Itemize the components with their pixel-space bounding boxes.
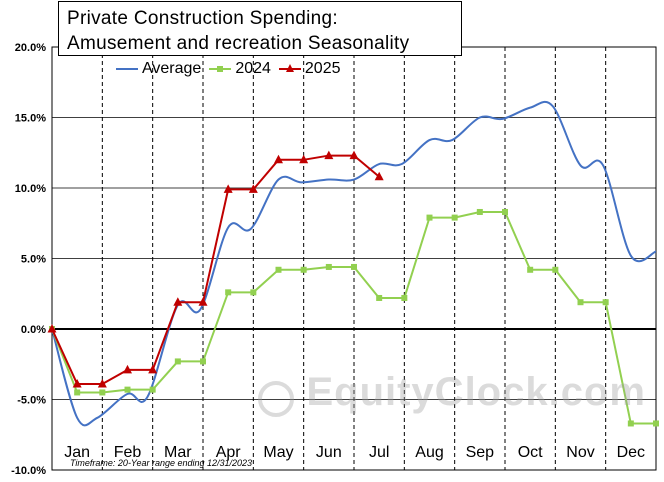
point-2024: [174, 358, 181, 365]
point-2025: [274, 154, 283, 164]
point-2024: [149, 386, 156, 393]
y-tick-label: -10.0%: [11, 465, 46, 477]
point-2024: [552, 266, 559, 273]
x-tick-label: Aug: [415, 444, 443, 461]
y-tick-label: 20.0%: [15, 42, 46, 54]
point-2025: [173, 297, 183, 306]
legend-label-average: Average: [142, 60, 202, 77]
y-axis-ticks: 20.0% 15.0% 10.0% 5.0% 0.0% -5.0% -10.0%: [11, 42, 46, 477]
x-tick-label: Feb: [114, 444, 142, 461]
point-2025: [198, 297, 208, 306]
point-2024: [602, 299, 609, 306]
point-2025: [374, 171, 384, 181]
chart-title-line-2: Amusement and recreation Seasonality: [67, 33, 410, 54]
point-2024: [225, 289, 232, 296]
watermark-text: EquityClock.com: [306, 370, 646, 414]
x-tick-label: Oct: [518, 444, 543, 461]
point-2024: [476, 208, 483, 215]
point-2025: [223, 184, 233, 193]
x-tick-label: Dec: [617, 444, 645, 461]
legend-item-average: Average: [116, 60, 201, 78]
x-tick-label: Jul: [369, 444, 389, 461]
chart-title-box: Private Construction Spending: Amusement…: [58, 1, 462, 56]
legend-label-2025: 2025: [304, 60, 341, 77]
x-tick-label: Apr: [216, 444, 242, 461]
legend-label-2024: 2024: [235, 60, 271, 77]
point-2024: [200, 358, 206, 365]
point-2024: [627, 420, 634, 427]
x-tick-label: Nov: [566, 444, 594, 461]
point-2024: [451, 214, 458, 221]
point-2024: [99, 389, 106, 396]
x-axis-ticks: Jan Feb Mar Apr May Jun Jul Aug Sep Oct Nov Dec: [64, 444, 645, 461]
footnote: Timeframe: 20-Year range ending 12/31/20…: [70, 458, 253, 468]
point-2025: [47, 324, 57, 333]
point-2024: [300, 266, 307, 273]
series-line-average: [51, 100, 657, 427]
point-2024: [376, 294, 383, 301]
point-2024: [426, 214, 433, 221]
point-2025: [148, 364, 158, 374]
point-2024: [325, 263, 332, 270]
point-2025: [299, 154, 309, 164]
chart-title-line-1: Private Construction Spending:: [67, 8, 338, 29]
legend: Average 2024 2025: [116, 58, 349, 80]
y-tick-label: 15.0%: [15, 113, 46, 125]
point-2024: [250, 289, 257, 296]
point-2024: [577, 299, 584, 306]
legend-swatch-2024: [209, 66, 232, 72]
legend-swatch-average: [116, 68, 138, 70]
watermark: EquityClock.com: [258, 370, 646, 415]
legend-item-2025: 2025: [278, 60, 341, 78]
y-tick-label: 10.0%: [15, 183, 46, 195]
point-2025: [248, 184, 258, 193]
watermark-logo-icon: [258, 381, 294, 417]
point-2025: [324, 150, 334, 160]
series-layer: [47, 100, 659, 427]
x-tick-label: Jun: [316, 444, 342, 461]
point-2025: [97, 378, 107, 388]
point-2025: [72, 378, 82, 388]
point-2024: [401, 294, 408, 301]
x-tick-label: Jan: [64, 444, 90, 461]
point-2024: [275, 266, 282, 273]
point-2024: [124, 386, 131, 393]
point-2025: [349, 150, 359, 160]
point-2024: [351, 263, 357, 270]
point-2025: [123, 364, 132, 374]
y-tick-label: 5.0%: [21, 254, 46, 266]
point-2024: [527, 266, 534, 273]
x-tick-label: May: [263, 444, 293, 461]
legend-item-2024: 2024: [209, 60, 271, 78]
x-tick-label: Sep: [466, 444, 495, 461]
point-2024: [502, 208, 508, 215]
series-line-2025: [51, 154, 380, 385]
point-2024: [74, 389, 81, 396]
y-tick-label: 0.0%: [21, 324, 46, 336]
legend-swatch-2025: [278, 64, 301, 72]
x-tick-label: Mar: [164, 444, 192, 461]
y-tick-label: -5.0%: [17, 395, 46, 407]
grid-lines: [51, 46, 657, 471]
point-2024: [653, 420, 659, 427]
